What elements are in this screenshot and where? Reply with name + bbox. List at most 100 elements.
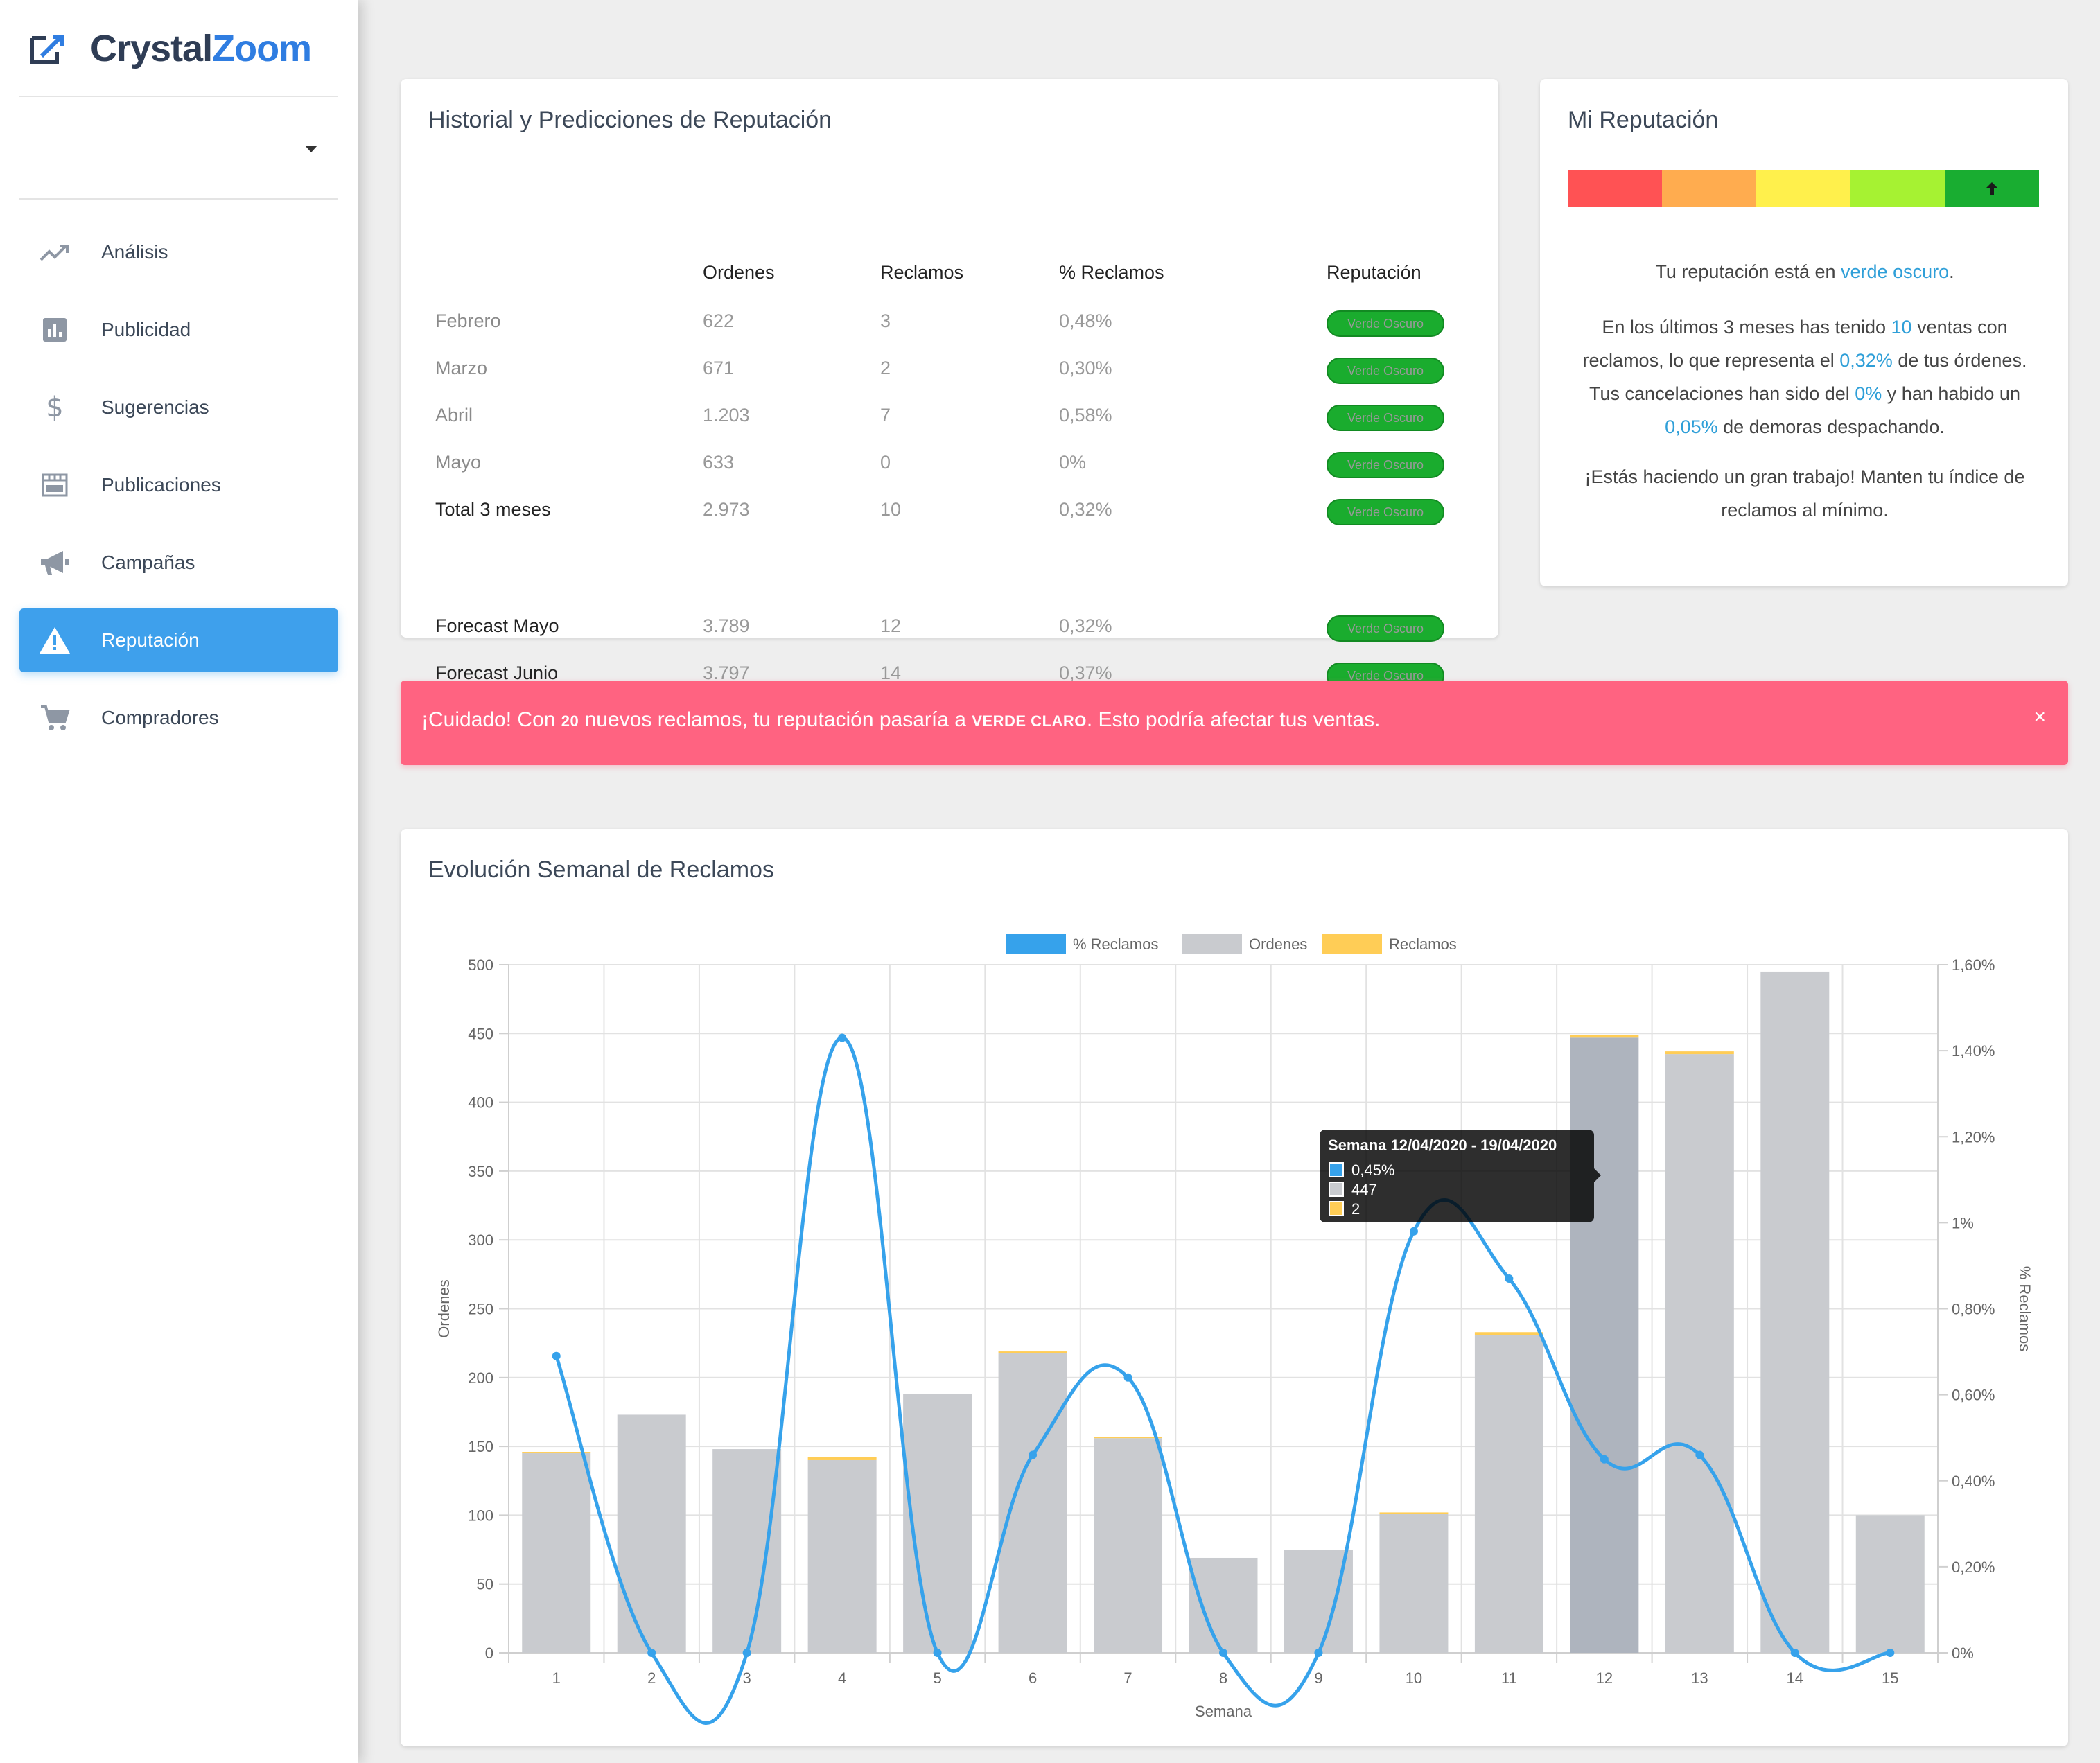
legend-label: Ordenes <box>1249 936 1307 953</box>
megaphone-icon <box>37 547 72 578</box>
app-logo[interactable]: CrystalZoom <box>29 26 312 71</box>
reputation-thermometer <box>1568 170 2039 207</box>
weekly-claims-chart: 0 50 100 150 200 250 300 350 400 450 500 0% 0,20% 0,4… <box>435 934 2033 1725</box>
cell-pct: 0,32% <box>1059 499 1112 520</box>
legend-swatch <box>1006 934 1066 954</box>
bar-reclamos <box>1094 1437 1163 1439</box>
bar-ordenes <box>1760 971 1830 1653</box>
arrow-up-icon <box>1986 182 1998 195</box>
reputation-badge: Verde Oscuro <box>1327 499 1444 525</box>
row-label: Forecast Mayo <box>435 615 559 636</box>
cell-ordenes: 622 <box>703 310 735 331</box>
reputation-badge: Verde Oscuro <box>1327 405 1444 431</box>
x-axis-title: Semana <box>1195 1703 1252 1720</box>
cell-reclamos: 0 <box>880 452 891 473</box>
sidebar-item-label: Campañas <box>101 552 195 573</box>
bar-ordenes <box>1855 1515 1925 1653</box>
sidebar-item-sugerencias[interactable]: $ Sugerencias <box>19 376 338 439</box>
reputation-level-dark-green <box>1945 170 2039 207</box>
sidebar-item-compradores[interactable]: Compradores <box>19 686 338 750</box>
tooltip-swatch <box>1329 1201 1344 1216</box>
reputation-level-light-green <box>1850 170 1945 207</box>
y2-tick-label: 0,20% <box>1952 1559 1995 1576</box>
bar-ordenes <box>522 1453 591 1653</box>
tooltip-title: Semana 12/04/2020 - 19/04/2020 <box>1328 1137 1557 1154</box>
table-row: Mayo 633 0 0% Verde Oscuro <box>401 452 1498 480</box>
bar-reclamos <box>1570 1035 1639 1038</box>
account-dropdown[interactable] <box>19 118 338 173</box>
legend-label: % Reclamos <box>1073 936 1158 953</box>
chart-tooltip: Semana 12/04/2020 - 19/04/2020 0,45% 447 2 <box>1320 1130 1601 1222</box>
point-pct-reclamos <box>742 1649 751 1657</box>
tooltip-caret <box>1594 1168 1601 1182</box>
chevron-down-icon <box>305 146 317 152</box>
sidebar-item-publicidad[interactable]: Publicidad <box>19 298 338 362</box>
cell-pct: 0,48% <box>1059 310 1112 331</box>
bar-ordenes <box>1665 1054 1734 1653</box>
y2-tick-label: 0,40% <box>1952 1473 1995 1490</box>
point-pct-reclamos <box>1219 1649 1227 1657</box>
bar-ordenes <box>1379 1514 1449 1653</box>
y-tick-label: 0 <box>485 1644 493 1662</box>
bar-reclamos <box>1474 1332 1543 1335</box>
cell-pct: 0% <box>1059 452 1087 473</box>
table-row: Abril 1.203 7 0,58% Verde Oscuro <box>401 405 1498 432</box>
reputation-card: Mi Reputación Tu reputación está en verd… <box>1540 79 2068 586</box>
y-tick-label: 50 <box>477 1576 493 1593</box>
tooltip-swatch <box>1329 1182 1344 1197</box>
col-header-ordenes: Ordenes <box>703 262 775 283</box>
y2-tick-label: 1,40% <box>1952 1042 1995 1060</box>
sidebar-item-campanas[interactable]: Campañas <box>19 531 338 595</box>
cell-ordenes: 3.789 <box>703 615 750 636</box>
cell-reclamos: 12 <box>880 615 902 636</box>
cell-pct: 0,58% <box>1059 405 1112 426</box>
sidebar-item-label: Compradores <box>101 707 219 728</box>
point-pct-reclamos <box>1123 1373 1132 1382</box>
y2-tick-label: 1,60% <box>1952 956 1995 974</box>
cell-reclamos: 14 <box>880 663 902 683</box>
cell-ordenes: 2.973 <box>703 499 750 520</box>
history-card: Historial y Predicciones de Reputación O… <box>401 79 1498 689</box>
x-tick-label: 3 <box>743 1669 751 1687</box>
sidebar-item-label: Sugerencias <box>101 396 209 418</box>
x-tick-label: 15 <box>1882 1669 1898 1687</box>
alert-message: ¡Cuidado! Con 20 nuevos reclamos, tu rep… <box>421 708 1381 731</box>
point-pct-reclamos <box>1886 1649 1895 1657</box>
tooltip-background <box>1320 1130 1594 1222</box>
y2-tick-label: 0,80% <box>1952 1301 1995 1318</box>
bar-reclamos <box>807 1457 877 1460</box>
reputation-encouragement-text: ¡Estás haciendo un gran trabajo! Manten … <box>1584 466 2025 520</box>
y2-tick-label: 1% <box>1952 1214 1974 1231</box>
sidebar-item-publicaciones[interactable]: Publicaciones <box>19 453 338 517</box>
reputation-badge: Verde Oscuro <box>1327 615 1444 642</box>
tooltip-value: 0,45% <box>1351 1161 1394 1179</box>
bar-ordenes <box>617 1414 686 1653</box>
sidebar-item-reputacion[interactable]: Reputación <box>19 608 338 672</box>
sidebar-item-analisis[interactable]: Análisis <box>19 220 338 284</box>
x-tick-label: 2 <box>647 1669 656 1687</box>
row-label: Forecast Junio <box>435 663 559 683</box>
reputation-level-red <box>1568 170 1662 207</box>
table-row: Febrero 622 3 0,48% Verde Oscuro <box>401 310 1498 338</box>
bar-ordenes <box>1189 1557 1258 1653</box>
weekly-claims-card: Evolución Semanal de Reclamos 0 50 100 150 2… <box>401 829 2068 1746</box>
cell-reclamos: 3 <box>880 310 891 331</box>
row-label: Mayo <box>435 452 482 473</box>
y-tick-label: 150 <box>468 1438 493 1455</box>
reputation-level-orange <box>1662 170 1756 207</box>
bar-chart-icon <box>37 315 72 345</box>
cell-reclamos: 2 <box>880 358 891 378</box>
table-row: Marzo 671 2 0,30% Verde Oscuro <box>401 358 1498 385</box>
table-row-forecast: Forecast Mayo 3.789 12 0,32% Verde Oscur… <box>401 615 1498 643</box>
x-tick-label: 11 <box>1501 1669 1517 1687</box>
history-title: Historial y Predicciones de Reputación <box>428 107 832 133</box>
y-axis-title: Ordenes <box>435 1279 453 1337</box>
y-tick-label: 500 <box>468 956 493 974</box>
chart-title: Evolución Semanal de Reclamos <box>428 857 774 883</box>
legend-swatch <box>1322 934 1382 954</box>
sidebar-item-label: Publicaciones <box>101 474 221 495</box>
y-tick-label: 350 <box>468 1163 493 1180</box>
close-icon[interactable]: × <box>2033 705 2046 728</box>
reputation-status-text: Tu reputación está en verde oscuro. <box>1655 261 1954 282</box>
trending-up-icon <box>37 237 72 267</box>
